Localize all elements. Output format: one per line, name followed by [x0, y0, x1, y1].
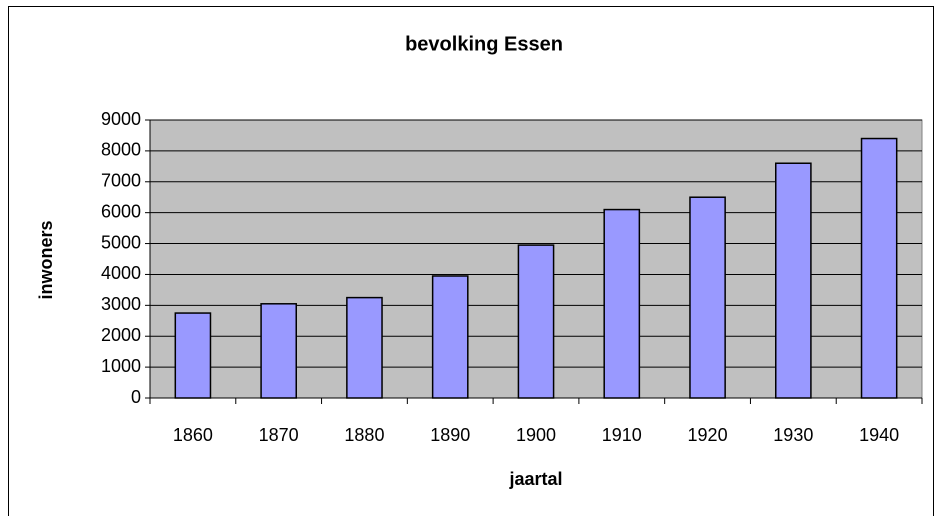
y-tick-label: 9000: [101, 109, 141, 129]
y-tick-label: 2000: [101, 325, 141, 345]
bar: [346, 296, 383, 399]
bar: [689, 196, 726, 399]
bar: [860, 137, 898, 399]
x-tick-label: 1940: [859, 425, 899, 445]
y-tick-label: 7000: [101, 171, 141, 191]
x-tick-label: 1860: [173, 425, 213, 445]
x-axis-label: jaartal: [508, 469, 562, 489]
y-tick-label: 6000: [101, 201, 141, 221]
bar: [603, 208, 641, 399]
y-tick-label: 1000: [101, 356, 141, 376]
bar: [260, 303, 298, 399]
y-tick-label: 5000: [101, 232, 141, 252]
x-tick-label: 1930: [773, 425, 813, 445]
x-tick-label: 1890: [430, 425, 470, 445]
x-tick-label: 1900: [516, 425, 556, 445]
y-tick-label: 3000: [101, 294, 141, 314]
bar: [431, 275, 469, 399]
x-tick-label: 1870: [259, 425, 299, 445]
chart-title: bevolking Essen: [405, 33, 563, 55]
y-tick-label: 4000: [101, 263, 141, 283]
x-tick-label: 1910: [602, 425, 642, 445]
x-tick-label: 1880: [344, 425, 384, 445]
bar: [517, 244, 555, 399]
bar: [774, 162, 812, 399]
y-tick-label: 8000: [101, 140, 141, 160]
bar: [174, 312, 212, 399]
y-axis-label: inwoners: [36, 220, 56, 299]
x-tick-label: 1920: [688, 425, 728, 445]
y-tick-label: 0: [131, 387, 141, 407]
